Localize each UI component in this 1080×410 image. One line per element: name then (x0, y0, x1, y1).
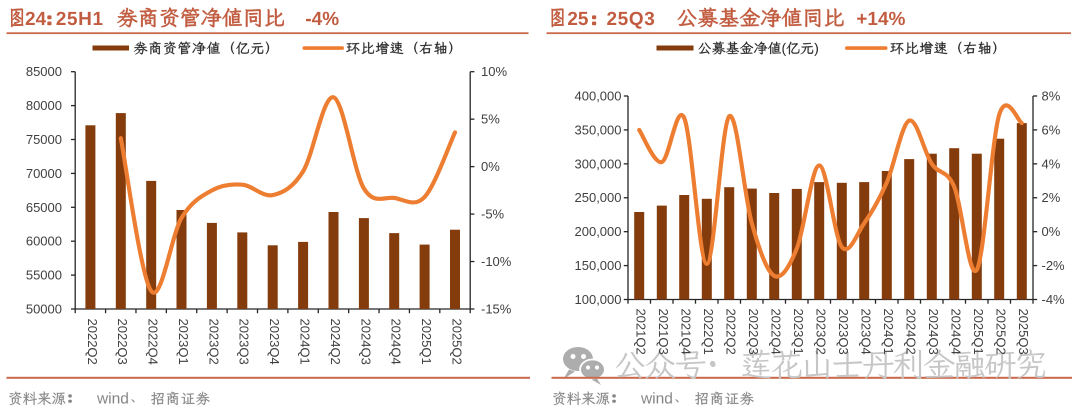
svg-text:400,000: 400,000 (575, 89, 622, 104)
svg-text:2022Q4: 2022Q4 (146, 319, 161, 365)
svg-text:2025Q3: 2025Q3 (1016, 308, 1031, 354)
svg-text:75000: 75000 (26, 132, 62, 147)
svg-text:2022Q4: 2022Q4 (769, 308, 784, 354)
svg-text:2022Q3: 2022Q3 (746, 308, 761, 354)
svg-text:2021Q2: 2021Q2 (634, 308, 649, 354)
svg-text:-15%: -15% (481, 302, 512, 317)
svg-text:50000: 50000 (26, 302, 62, 317)
svg-text:2022Q2: 2022Q2 (85, 319, 100, 365)
svg-text:-4%: -4% (1042, 292, 1066, 307)
svg-text:-5%: -5% (481, 207, 505, 222)
svg-text:8%: 8% (1042, 89, 1061, 104)
svg-text:2023Q2: 2023Q2 (814, 308, 829, 354)
svg-text:2021Q4: 2021Q4 (679, 308, 694, 354)
svg-text:0%: 0% (481, 159, 500, 174)
svg-text:2023Q4: 2023Q4 (267, 319, 282, 365)
svg-text:5%: 5% (481, 112, 500, 127)
svg-text:2023Q3: 2023Q3 (237, 318, 252, 364)
svg-text:2025Q1: 2025Q1 (971, 308, 986, 354)
svg-text:60000: 60000 (26, 234, 62, 249)
svg-text:10%: 10% (481, 64, 507, 79)
svg-text:300,000: 300,000 (575, 156, 622, 171)
svg-text:0%: 0% (1042, 224, 1061, 239)
svg-text:80000: 80000 (26, 98, 62, 113)
svg-text:100,000: 100,000 (575, 292, 622, 307)
svg-text:2022Q2: 2022Q2 (724, 308, 739, 354)
svg-text:2022Q1: 2022Q1 (701, 308, 716, 354)
svg-text:2023Q2: 2023Q2 (206, 318, 221, 364)
svg-text:70000: 70000 (26, 166, 62, 181)
svg-text:6%: 6% (1042, 122, 1061, 137)
svg-text:2024Q2: 2024Q2 (904, 308, 919, 354)
svg-text:2024Q2: 2024Q2 (328, 319, 343, 365)
svg-text:2024Q4: 2024Q4 (389, 318, 404, 364)
svg-text:2025Q2: 2025Q2 (449, 318, 464, 364)
svg-text:2024Q1: 2024Q1 (881, 308, 896, 354)
svg-text:2024Q1: 2024Q1 (297, 319, 312, 365)
svg-text:250,000: 250,000 (575, 190, 622, 205)
svg-text:2%: 2% (1042, 190, 1061, 205)
svg-text:2023Q1: 2023Q1 (176, 318, 191, 364)
svg-text:2025Q2: 2025Q2 (994, 308, 1009, 354)
svg-text:2023Q1: 2023Q1 (791, 308, 806, 354)
svg-text:150,000: 150,000 (575, 258, 622, 273)
svg-text:-10%: -10% (481, 254, 512, 269)
svg-text:2024Q3: 2024Q3 (358, 319, 373, 365)
svg-text:200,000: 200,000 (575, 224, 622, 239)
svg-text:4%: 4% (1042, 156, 1061, 171)
svg-text:2025Q1: 2025Q1 (419, 318, 434, 364)
svg-text:2023Q3: 2023Q3 (836, 308, 851, 354)
svg-text:85000: 85000 (26, 64, 62, 79)
svg-text:350,000: 350,000 (575, 122, 622, 137)
svg-text:2021Q3: 2021Q3 (656, 308, 671, 354)
svg-text:2024Q4: 2024Q4 (949, 308, 964, 354)
svg-text:-2%: -2% (1042, 258, 1066, 273)
svg-text:2022Q3: 2022Q3 (115, 319, 130, 365)
svg-text:65000: 65000 (26, 200, 62, 215)
svg-text:55000: 55000 (26, 268, 62, 283)
svg-text:2024Q3: 2024Q3 (926, 308, 941, 354)
svg-text:2023Q4: 2023Q4 (859, 308, 874, 354)
